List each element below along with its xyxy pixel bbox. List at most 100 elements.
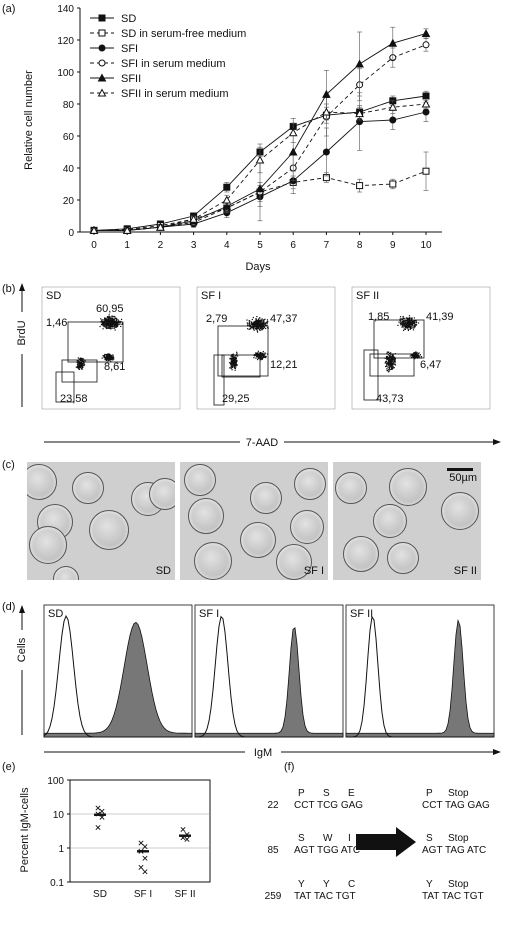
isotype-control-histogram xyxy=(43,614,192,738)
event-dot xyxy=(231,360,233,362)
event-dot xyxy=(106,320,108,322)
event-dot xyxy=(253,324,255,326)
event-dot xyxy=(101,322,104,325)
event-dot xyxy=(411,323,413,325)
event-dot xyxy=(258,357,260,360)
event-dot xyxy=(232,355,234,357)
event-dot xyxy=(236,359,238,362)
event-dot xyxy=(112,325,114,327)
event-dot xyxy=(256,326,258,328)
event-dot xyxy=(101,319,103,321)
event-dot xyxy=(410,317,413,319)
event-dot xyxy=(261,354,263,356)
data-point xyxy=(138,840,144,846)
event-dot xyxy=(108,326,110,328)
event-dot xyxy=(402,320,404,322)
event-dot xyxy=(101,320,103,322)
plot-frame xyxy=(196,286,336,410)
event-dot xyxy=(388,365,390,367)
gate-box xyxy=(67,321,124,363)
event-dot xyxy=(107,355,109,357)
y-tick-label: 120 xyxy=(57,36,74,47)
event-dot xyxy=(234,362,236,364)
event-dot xyxy=(105,320,107,322)
event-dot xyxy=(257,324,260,326)
event-dot xyxy=(408,318,410,320)
event-dot xyxy=(399,320,402,322)
data-point xyxy=(255,184,265,193)
event-dot xyxy=(252,328,255,330)
event-dot xyxy=(404,323,406,325)
event-dot xyxy=(386,364,388,366)
event-dot xyxy=(390,361,393,364)
event-dot xyxy=(264,356,266,359)
event-dot xyxy=(111,357,113,359)
histogram-plot-2: SF I xyxy=(194,604,344,738)
legend-label: SFII in serum medium xyxy=(121,88,229,100)
event-dot xyxy=(113,318,115,320)
event-dot xyxy=(105,357,108,360)
x-tick-label: 7 xyxy=(324,240,330,251)
event-dot xyxy=(263,321,265,323)
data-point xyxy=(138,864,144,870)
event-dot xyxy=(114,318,116,320)
event-dot xyxy=(402,324,404,326)
event-dot xyxy=(255,354,257,357)
event-dot xyxy=(246,319,248,321)
event-dot xyxy=(388,367,390,370)
brdu-axis-label: BrdU xyxy=(16,320,28,345)
event-dot xyxy=(106,356,108,358)
event-dot xyxy=(386,368,388,370)
plot-frame xyxy=(41,286,181,410)
event-dot xyxy=(75,366,78,368)
cells-axis-label: Cells xyxy=(16,637,28,662)
event-dot xyxy=(393,358,395,361)
cell-image xyxy=(194,542,232,580)
event-dot xyxy=(108,327,110,329)
igm-arrow-head xyxy=(493,749,501,755)
event-dot xyxy=(416,352,418,354)
event-dot xyxy=(116,320,118,323)
event-dot xyxy=(413,325,415,327)
event-dot xyxy=(390,358,392,360)
event-dot xyxy=(82,364,84,366)
gate-box xyxy=(55,371,75,403)
event-dot xyxy=(398,321,400,323)
event-dot xyxy=(264,322,267,324)
event-dot xyxy=(385,360,387,362)
event-dot xyxy=(112,318,114,320)
event-dot xyxy=(260,355,262,357)
event-dot xyxy=(259,351,261,354)
amino-acid: P xyxy=(298,788,305,799)
event-dot xyxy=(387,358,389,360)
event-dot xyxy=(262,321,264,323)
event-dot xyxy=(411,323,414,326)
event-dot xyxy=(411,321,414,323)
event-dot xyxy=(388,355,390,357)
gate-box xyxy=(61,359,98,383)
event-dot xyxy=(256,316,258,318)
event-dot xyxy=(250,322,253,324)
event-dot xyxy=(262,355,264,357)
event-dot xyxy=(259,322,261,324)
event-dot xyxy=(415,324,417,326)
event-dot xyxy=(254,352,257,354)
event-dot xyxy=(250,328,252,330)
event-dot xyxy=(385,365,387,368)
7aad-label-bg xyxy=(240,433,284,449)
event-dot xyxy=(261,329,263,331)
x-axis-label: Days xyxy=(245,261,271,273)
event-dot xyxy=(105,318,107,320)
data-point xyxy=(322,107,331,116)
panel-label-d: (d) xyxy=(2,601,15,613)
event-dot xyxy=(78,363,81,365)
legend-marker xyxy=(97,88,107,97)
event-dot xyxy=(233,358,235,361)
event-dot xyxy=(261,357,263,359)
codon-position: 22 xyxy=(267,800,279,811)
event-dot xyxy=(104,326,107,328)
event-dot xyxy=(235,364,237,366)
event-dot xyxy=(417,353,419,355)
event-dot xyxy=(119,320,121,322)
